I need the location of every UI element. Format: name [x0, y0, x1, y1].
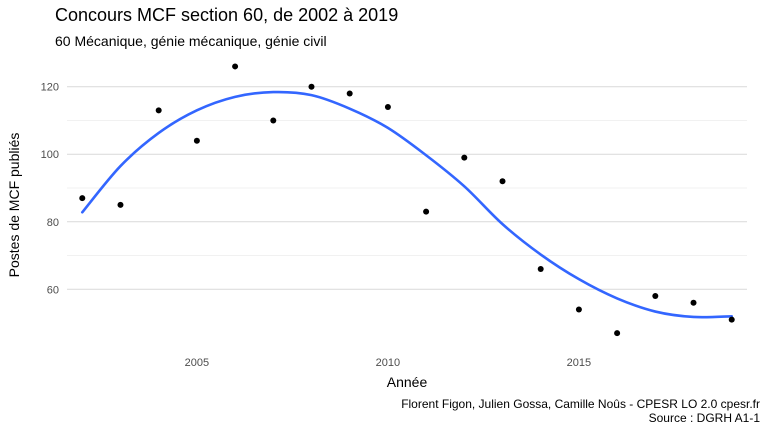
y-tick-label: 100 [41, 149, 59, 161]
data-point [270, 117, 277, 124]
y-tick-label: 80 [47, 217, 59, 229]
data-point [384, 103, 391, 110]
data-point [690, 299, 697, 306]
y-tick-label: 120 [41, 82, 59, 94]
y-axis-ticks: 60 80 100 120 [41, 82, 59, 297]
data-point [614, 330, 621, 337]
data-point [308, 83, 315, 90]
caption-credits: Florent Figon, Julien Gossa, Camille Noû… [401, 397, 760, 411]
data-points [79, 63, 735, 337]
x-tick-label: 2015 [567, 357, 591, 369]
data-point [193, 137, 200, 144]
smooth-curve-layer [80, 90, 734, 319]
data-point [499, 178, 506, 185]
y-axis-title: Postes de MCF publiés [6, 133, 22, 278]
data-point [461, 154, 468, 161]
x-axis-title: Année [387, 374, 428, 390]
grid [67, 86, 747, 290]
data-point [155, 107, 162, 114]
smooth-trend-line [80, 90, 734, 319]
data-point [117, 201, 124, 208]
data-point [232, 63, 239, 70]
x-axis-ticks: 2005 2010 2015 [185, 357, 592, 369]
data-point [537, 266, 544, 273]
y-tick-label: 60 [47, 284, 59, 296]
data-point [423, 208, 430, 215]
x-tick-label: 2010 [376, 357, 400, 369]
data-point [79, 195, 86, 202]
caption-source: Source : DGRH A1-1 [649, 411, 761, 425]
data-point [652, 293, 659, 300]
chart-subtitle: 60 Mécanique, génie mécanique, génie civ… [55, 33, 327, 49]
data-point [728, 316, 735, 323]
chart-title: Concours MCF section 60, de 2002 à 2019 [55, 5, 398, 25]
data-point [575, 306, 582, 313]
data-point [346, 90, 353, 97]
x-tick-label: 2005 [185, 357, 209, 369]
